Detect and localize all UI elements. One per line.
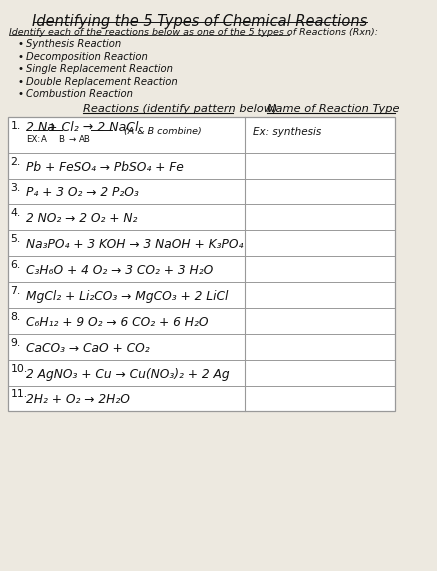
- Text: A: A: [42, 135, 47, 144]
- Text: 5.: 5.: [10, 234, 21, 244]
- Text: 10.: 10.: [10, 364, 28, 373]
- Text: C₃H₆O + 4 O₂ → 3 CO₂ + 3 H₂O: C₃H₆O + 4 O₂ → 3 CO₂ + 3 H₂O: [26, 264, 213, 277]
- Text: 2 AgNO₃ + Cu → Cu(NO₃)₂ + 2 Ag: 2 AgNO₃ + Cu → Cu(NO₃)₂ + 2 Ag: [26, 368, 229, 381]
- Text: Identify each of the reactions below as one of the 5 types of Reactions (Rxn):: Identify each of the reactions below as …: [9, 28, 378, 37]
- Text: 4.: 4.: [10, 208, 21, 218]
- Text: 2 NO₂ → 2 O₂ + N₂: 2 NO₂ → 2 O₂ + N₂: [26, 212, 137, 226]
- Text: + Cl₂ → 2 NaCl: + Cl₂ → 2 NaCl: [47, 121, 139, 134]
- Text: 11.: 11.: [10, 389, 28, 400]
- Bar: [8, 117, 395, 411]
- Text: CaCO₃ → CaO + CO₂: CaCO₃ → CaO + CO₂: [26, 341, 149, 355]
- Text: 2.: 2.: [10, 156, 21, 167]
- Text: Identifying the 5 Types of Chemical Reactions: Identifying the 5 Types of Chemical Reac…: [32, 14, 368, 29]
- Text: Double Replacement Reaction: Double Replacement Reaction: [26, 77, 178, 87]
- Text: 2 Na: 2 Na: [26, 121, 55, 134]
- Text: →: →: [69, 135, 76, 144]
- Text: •: •: [18, 89, 24, 99]
- Text: •: •: [18, 51, 24, 62]
- Text: EX:: EX:: [26, 135, 40, 144]
- Text: 7.: 7.: [10, 286, 21, 296]
- Text: •: •: [18, 64, 24, 74]
- Text: Synthesis Reaction: Synthesis Reaction: [26, 39, 121, 49]
- Text: 2H₂ + O₂ → 2H₂O: 2H₂ + O₂ → 2H₂O: [26, 393, 130, 407]
- Text: 8.: 8.: [10, 312, 21, 322]
- Text: •: •: [18, 77, 24, 87]
- Text: Name of Reaction Type: Name of Reaction Type: [267, 104, 399, 114]
- Text: (A & B combine): (A & B combine): [124, 127, 202, 136]
- Text: MgCl₂ + Li₂CO₃ → MgCO₃ + 2 LiCl: MgCl₂ + Li₂CO₃ → MgCO₃ + 2 LiCl: [26, 290, 229, 303]
- Text: Ex: synthesis: Ex: synthesis: [253, 127, 321, 137]
- Text: B: B: [58, 135, 64, 144]
- Text: C₆H₁₂ + 9 O₂ → 6 CO₂ + 6 H₂O: C₆H₁₂ + 9 O₂ → 6 CO₂ + 6 H₂O: [26, 316, 208, 329]
- Text: P₄ + 3 O₂ → 2 P₂O₃: P₄ + 3 O₂ → 2 P₂O₃: [26, 187, 139, 199]
- Text: Reactions (identify pattern below): Reactions (identify pattern below): [83, 104, 278, 114]
- Text: 9.: 9.: [10, 337, 21, 348]
- Text: 6.: 6.: [10, 260, 21, 270]
- Text: Single Replacement Reaction: Single Replacement Reaction: [26, 64, 173, 74]
- Text: AB: AB: [79, 135, 90, 144]
- Text: 1.: 1.: [10, 121, 21, 131]
- Text: Combustion Reaction: Combustion Reaction: [26, 89, 133, 99]
- Text: 3.: 3.: [10, 183, 21, 192]
- Text: •: •: [18, 39, 24, 49]
- Text: Na₃PO₄ + 3 KOH → 3 NaOH + K₃PO₄: Na₃PO₄ + 3 KOH → 3 NaOH + K₃PO₄: [26, 238, 243, 251]
- Text: Pb + FeSO₄ → PbSO₄ + Fe: Pb + FeSO₄ → PbSO₄ + Fe: [26, 160, 184, 174]
- Text: Decomposition Reaction: Decomposition Reaction: [26, 51, 148, 62]
